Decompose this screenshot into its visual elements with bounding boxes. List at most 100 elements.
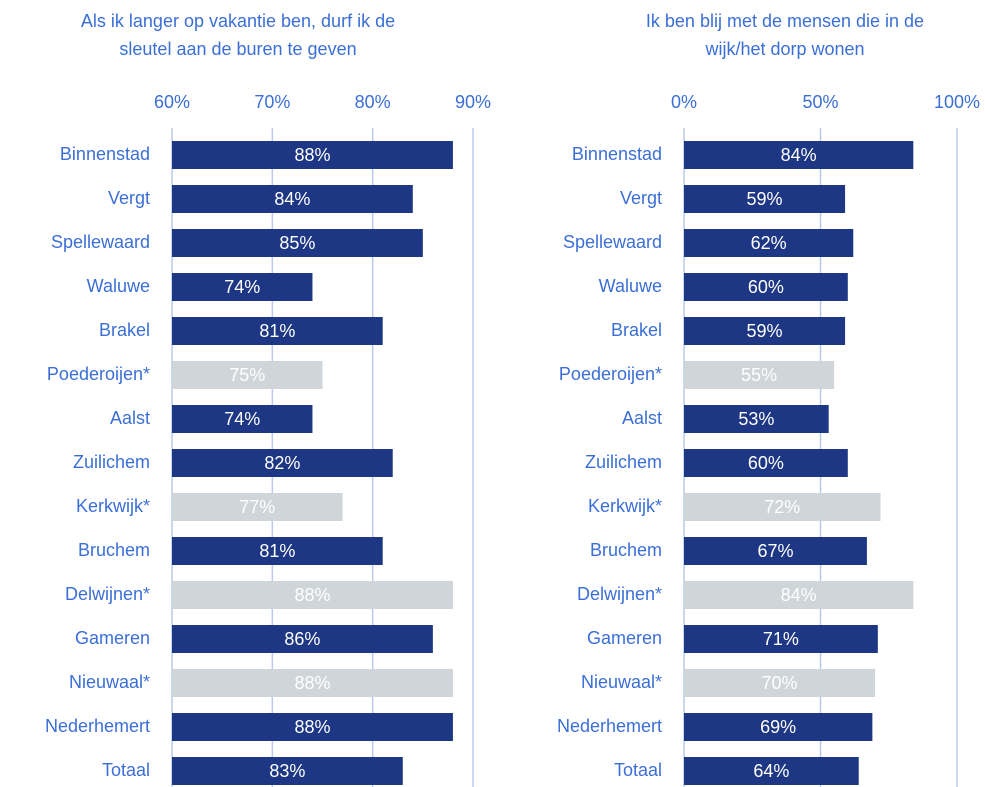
- value-label: 88%: [294, 145, 330, 165]
- value-label: 83%: [269, 761, 305, 781]
- category-label: Totaal: [614, 760, 662, 780]
- bar: [172, 669, 453, 697]
- x-tick-label: 90%: [455, 92, 491, 112]
- bar: [684, 361, 835, 389]
- category-label: Gameren: [75, 628, 150, 648]
- value-label: 62%: [751, 233, 787, 253]
- bar: [684, 625, 878, 653]
- value-label: 53%: [738, 409, 774, 429]
- x-tick-label: 80%: [355, 92, 391, 112]
- bar: [172, 229, 423, 257]
- x-tick-label: 0%: [671, 92, 697, 112]
- value-label: 75%: [229, 365, 265, 385]
- value-label: 59%: [747, 189, 783, 209]
- value-label: 71%: [763, 629, 799, 649]
- category-label: Bruchem: [590, 540, 662, 560]
- bar: [172, 493, 343, 521]
- category-label: Vergt: [108, 188, 150, 208]
- value-label: 84%: [781, 145, 817, 165]
- value-label: 77%: [239, 497, 275, 517]
- bar: [684, 669, 876, 697]
- chart-title: Als ik langer op vakantie ben, durf ik d…: [81, 11, 395, 31]
- bar: [684, 405, 829, 433]
- value-label: 88%: [294, 585, 330, 605]
- chart-title: wijk/het dorp wonen: [704, 39, 864, 59]
- value-label: 70%: [762, 673, 798, 693]
- bar: [172, 273, 313, 301]
- value-label: 84%: [274, 189, 310, 209]
- value-label: 84%: [781, 585, 817, 605]
- x-tick-label: 60%: [154, 92, 190, 112]
- bar: [684, 229, 854, 257]
- bar: [172, 317, 383, 345]
- bar: [172, 713, 453, 741]
- value-label: 67%: [757, 541, 793, 561]
- bar: [684, 449, 848, 477]
- category-label: Delwijnen*: [577, 584, 662, 604]
- x-tick-label: 50%: [802, 92, 838, 112]
- category-label: Poederoijen*: [559, 364, 662, 384]
- bar: [172, 449, 393, 477]
- bar: [172, 537, 383, 565]
- chart-title: sleutel aan de buren te geven: [119, 39, 356, 59]
- category-label: Aalst: [622, 408, 662, 428]
- value-label: 74%: [224, 409, 260, 429]
- bar: [172, 185, 413, 213]
- category-label: Kerkwijk*: [588, 496, 662, 516]
- bar: [684, 141, 914, 169]
- category-label: Brakel: [99, 320, 150, 340]
- value-label: 60%: [748, 277, 784, 297]
- x-tick-label: 100%: [934, 92, 980, 112]
- value-label: 82%: [264, 453, 300, 473]
- bar: [172, 141, 453, 169]
- category-label: Spellewaard: [563, 232, 662, 252]
- category-label: Binnenstad: [572, 144, 662, 164]
- category-label: Waluwe: [599, 276, 662, 296]
- category-label: Nederhemert: [45, 716, 150, 736]
- chart-title: Ik ben blij met de mensen die in de: [646, 11, 924, 31]
- category-label: Spellewaard: [51, 232, 150, 252]
- category-label: Zuilichem: [73, 452, 150, 472]
- category-label: Bruchem: [78, 540, 150, 560]
- category-label: Nieuwaal*: [69, 672, 150, 692]
- bar: [684, 757, 859, 785]
- bar: [172, 581, 453, 609]
- category-label: Waluwe: [87, 276, 150, 296]
- category-label: Aalst: [110, 408, 150, 428]
- bar: [684, 273, 848, 301]
- category-label: Poederoijen*: [47, 364, 150, 384]
- value-label: 85%: [279, 233, 315, 253]
- value-label: 86%: [284, 629, 320, 649]
- bar: [172, 625, 433, 653]
- value-label: 81%: [259, 541, 295, 561]
- value-label: 88%: [294, 717, 330, 737]
- bar: [684, 713, 873, 741]
- value-label: 55%: [741, 365, 777, 385]
- bar: [684, 581, 914, 609]
- category-label: Nieuwaal*: [581, 672, 662, 692]
- bar: [684, 493, 881, 521]
- category-label: Binnenstad: [60, 144, 150, 164]
- bar: [172, 757, 403, 785]
- value-label: 69%: [760, 717, 796, 737]
- category-label: Nederhemert: [557, 716, 662, 736]
- category-label: Brakel: [611, 320, 662, 340]
- value-label: 74%: [224, 277, 260, 297]
- value-label: 81%: [259, 321, 295, 341]
- value-label: 64%: [753, 761, 789, 781]
- bar: [684, 537, 867, 565]
- category-label: Totaal: [102, 760, 150, 780]
- bar: [684, 317, 846, 345]
- value-label: 88%: [294, 673, 330, 693]
- x-tick-label: 70%: [254, 92, 290, 112]
- value-label: 60%: [748, 453, 784, 473]
- bar: [684, 185, 846, 213]
- category-label: Gameren: [587, 628, 662, 648]
- category-label: Zuilichem: [585, 452, 662, 472]
- value-label: 72%: [764, 497, 800, 517]
- bar: [172, 405, 313, 433]
- category-label: Vergt: [620, 188, 662, 208]
- value-label: 59%: [747, 321, 783, 341]
